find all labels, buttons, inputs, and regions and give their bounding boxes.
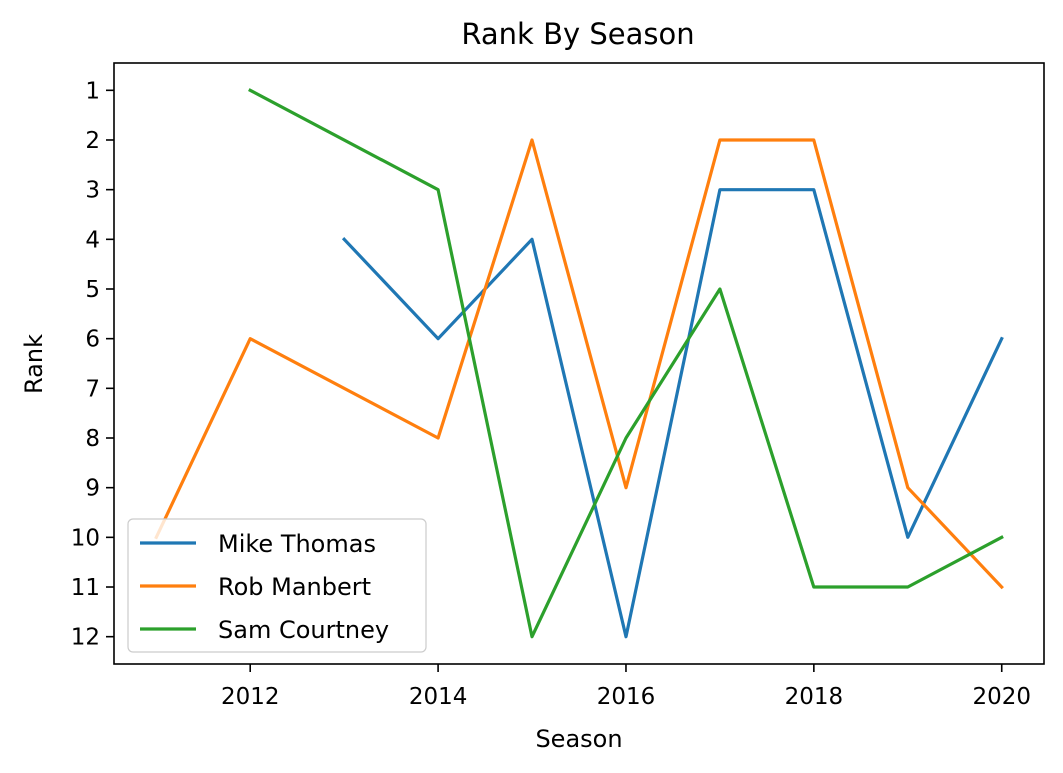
- y-tick-label: 6: [85, 327, 100, 353]
- y-tick-label: 9: [85, 476, 100, 502]
- series-line-0: [341, 188, 1004, 639]
- x-tick-label: 2016: [597, 684, 656, 710]
- series-line-2: [248, 88, 1004, 639]
- y-tick-label: 8: [85, 426, 100, 452]
- legend: Mike Thomas Rob Manbert Sam Courtney: [127, 518, 427, 653]
- y-tick-label: 1: [85, 78, 100, 104]
- x-tick-label: 2012: [221, 684, 280, 710]
- y-axis-label: Rank: [20, 334, 48, 394]
- x-tick-label: 2020: [972, 684, 1031, 710]
- x-tick-label: 2018: [785, 684, 844, 710]
- y-tick-label: 4: [85, 227, 100, 253]
- legend-label-0: Mike Thomas: [218, 530, 376, 558]
- y-tick-label: 2: [85, 128, 100, 154]
- y-tick-label: 11: [71, 575, 100, 601]
- y-tick-label: 12: [71, 625, 100, 651]
- legend-label-1: Rob Manbert: [218, 573, 371, 601]
- y-tick-label: 7: [85, 376, 100, 402]
- x-axis-label: Season: [535, 725, 622, 753]
- x-axis-ticks: 2012 2014 2016 2018 2020: [221, 664, 1031, 710]
- x-tick-label: 2014: [409, 684, 468, 710]
- plot-frame: [113, 62, 1045, 665]
- y-tick-label: 5: [85, 277, 100, 303]
- series-lines: [154, 88, 1004, 639]
- chart-title: Rank By Season: [461, 17, 694, 51]
- legend-box: [127, 518, 427, 653]
- series-line-1: [154, 138, 1004, 590]
- y-tick-label: 10: [71, 525, 100, 551]
- y-tick-label: 3: [85, 178, 100, 204]
- legend-label-2: Sam Courtney: [218, 616, 389, 644]
